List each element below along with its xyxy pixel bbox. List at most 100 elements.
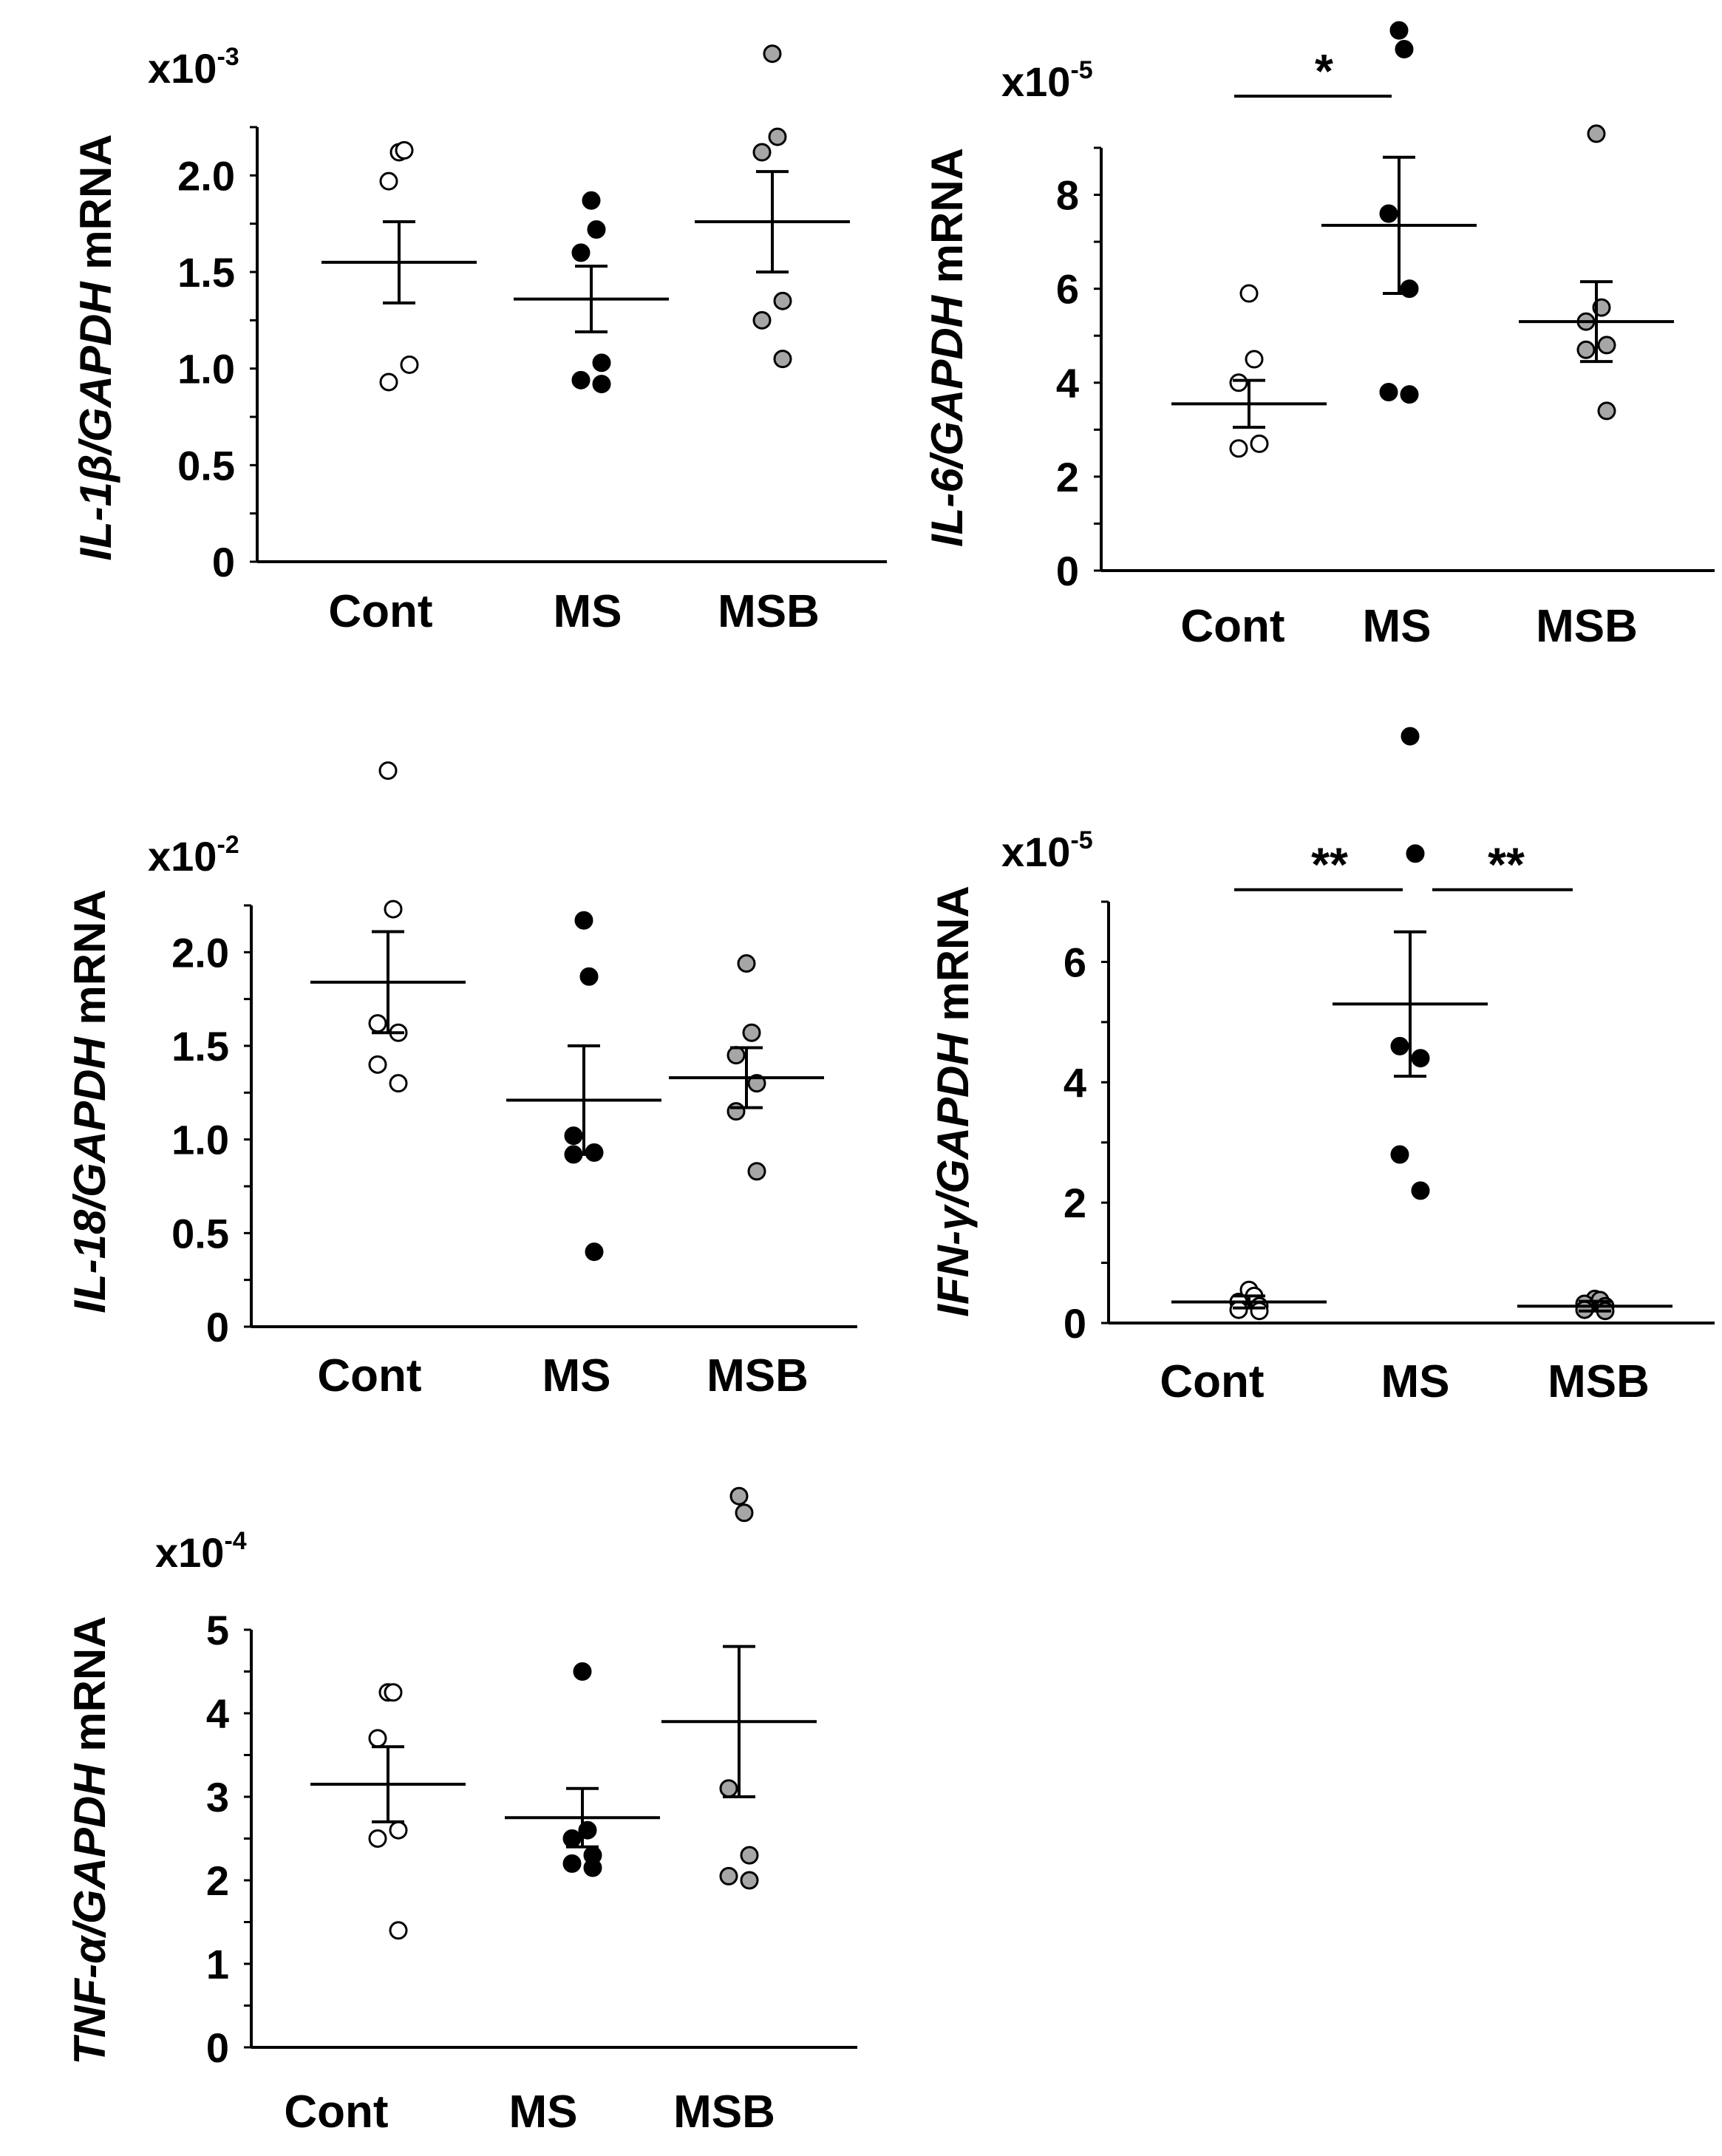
data-point	[719, 1779, 738, 1798]
data-point	[726, 1046, 746, 1065]
data-point	[378, 761, 398, 781]
y-tick-label: 4	[1056, 360, 1079, 407]
y-tick-label: 0	[1064, 1300, 1086, 1347]
data-point	[742, 1023, 761, 1042]
y-tick-label: 1	[206, 1941, 229, 1987]
y-tick-label: 2	[1056, 454, 1079, 500]
data-point	[1395, 40, 1414, 59]
x-category-label: MS	[542, 1350, 611, 1401]
y-axis-label: IL-6/GAPDH mRNA	[922, 148, 972, 547]
chart-panel-2: 0 2 4 6 8 x10-5 IL-6/GAPDH mRNA Cont MS MSB *	[922, 21, 1715, 652]
y-tick-label: 0	[206, 1304, 229, 1350]
data-point	[587, 220, 606, 239]
data-point	[1401, 727, 1420, 746]
data-point	[579, 967, 599, 986]
data-point	[1229, 1300, 1248, 1319]
y-axis-label-gene: IL-6	[922, 468, 972, 547]
data-point	[384, 1683, 403, 1702]
data-point	[379, 373, 398, 392]
data-point	[400, 355, 419, 374]
data-point	[1587, 124, 1606, 143]
y-tick-label: 2.0	[177, 152, 235, 199]
data-point	[1229, 439, 1248, 458]
data-point	[768, 127, 787, 146]
data-point	[1597, 401, 1616, 421]
y-axis-label-ref: /GAPDH	[922, 294, 972, 470]
y-axis-label-gene: IL-18	[65, 1209, 115, 1313]
data-point	[564, 1126, 583, 1146]
y-tick-label: 0	[206, 2024, 229, 2071]
data-point	[585, 1143, 604, 1162]
data-point	[752, 310, 772, 330]
x-category-label: Cont	[317, 1350, 421, 1401]
data-point	[763, 44, 782, 64]
data-point	[395, 140, 414, 160]
y-axis-label-gene: IL-1β	[71, 455, 120, 561]
x-category-label: Cont	[328, 586, 432, 637]
x-category-label: MS	[1381, 1356, 1450, 1407]
y-tick-label: 6	[1056, 266, 1079, 313]
data-point	[368, 1729, 387, 1748]
chart-panel-1: 0 0.5 1.0 1.5 2.0 x10-3 IL-1β/GAPDH mRNA Cont MS…	[71, 43, 887, 637]
data-point	[773, 350, 792, 369]
x-category-label: Cont	[1180, 601, 1284, 652]
y-tick-label: 2.0	[171, 929, 229, 976]
data-point	[389, 1820, 408, 1840]
data-point	[368, 1829, 387, 1848]
y-axis-label-rest: mRNA	[65, 889, 115, 1037]
y-tick-label: 1.5	[171, 1023, 229, 1070]
axis-multiplier: x10-5	[1001, 56, 1093, 105]
y-axis-label-ref: /GAPDH	[65, 1763, 115, 1939]
y-axis-label: IL-1β/GAPDH mRNA	[71, 134, 120, 560]
data-point	[1229, 373, 1248, 392]
axis-multiplier-exponent: -4	[224, 1527, 246, 1555]
data-point	[737, 954, 756, 973]
data-point	[747, 1162, 766, 1181]
y-tick-label: 1.0	[177, 346, 235, 392]
y-tick-label: 4	[1064, 1059, 1086, 1106]
data-point	[1390, 1145, 1409, 1164]
significance-label: **	[1311, 838, 1348, 891]
axis-multiplier-exponent: -3	[217, 43, 239, 71]
data-point	[583, 1858, 602, 1877]
data-point	[592, 375, 611, 394]
data-point	[379, 171, 398, 191]
y-tick-label: 0.5	[177, 442, 235, 489]
data-point	[747, 1074, 766, 1093]
data-point	[1250, 434, 1269, 453]
data-point	[389, 1074, 408, 1093]
data-point	[368, 1014, 387, 1033]
data-point	[735, 1503, 754, 1523]
data-point	[562, 1829, 582, 1848]
axis-multiplier: x10-2	[148, 831, 239, 880]
data-point	[1390, 1036, 1409, 1055]
y-tick-label: 1.5	[177, 249, 235, 296]
y-tick-label: 8	[1056, 172, 1079, 219]
y-axis-label-rest: mRNA	[928, 885, 978, 1033]
data-point	[1597, 336, 1616, 355]
y-tick-label: 1.0	[171, 1117, 229, 1163]
data-point	[1411, 1181, 1430, 1200]
y-tick-label: 2	[206, 1857, 229, 1904]
y-tick-label: 0.5	[171, 1210, 229, 1256]
y-axis-label: IL-18/GAPDH mRNA	[65, 889, 115, 1313]
data-point	[389, 1921, 408, 1940]
y-axis-label-gene: IFN-γ	[928, 1203, 978, 1317]
x-category-label: MSB	[673, 2087, 775, 2138]
data-point	[1406, 844, 1425, 863]
y-axis-label-rest: mRNA	[922, 148, 972, 296]
y-axis-label-rest: mRNA	[65, 1616, 115, 1764]
axis-multiplier-exponent: -2	[217, 831, 239, 859]
x-category-label: MS	[554, 586, 622, 637]
x-category-label: MSB	[707, 1350, 809, 1401]
x-category-label: MSB	[718, 586, 820, 637]
axis-multiplier: x10-4	[155, 1527, 247, 1576]
axis-multiplier-exponent: -5	[1070, 826, 1092, 854]
data-point	[384, 900, 403, 919]
y-tick-label: 2	[1064, 1180, 1086, 1226]
data-point	[1250, 1302, 1269, 1321]
x-category-label: Cont	[284, 2087, 388, 2138]
data-point	[752, 143, 772, 162]
y-axis-label-ref: /GAPDH	[928, 1033, 978, 1208]
data-point	[740, 1871, 759, 1890]
